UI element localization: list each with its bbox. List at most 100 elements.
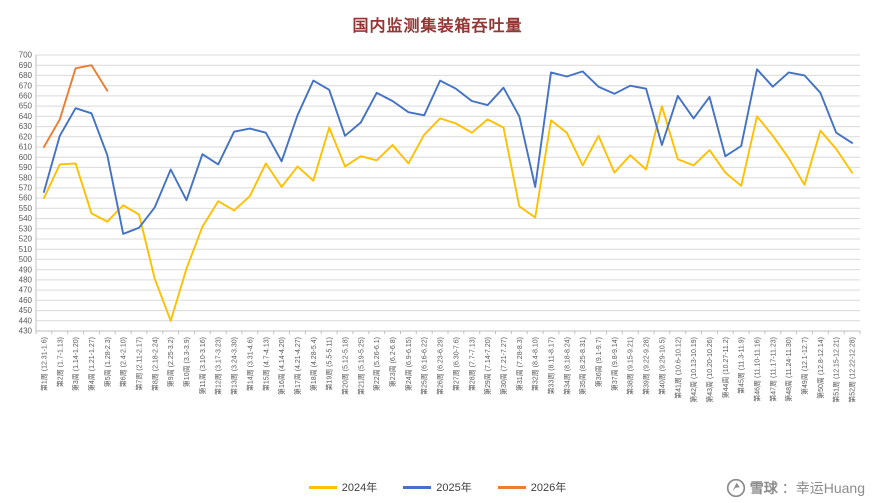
svg-text:500: 500 [19,255,33,264]
svg-text:第22周 (5.26-6.1): 第22周 (5.26-6.1) [372,337,381,391]
svg-text:第8周 (2.18-2.24): 第8周 (2.18-2.24) [150,337,159,391]
svg-text:第27周 (6.30-7.6): 第27周 (6.30-7.6) [451,337,460,391]
svg-text:第28周 (7.7-7.13): 第28周 (7.7-7.13) [467,337,476,391]
svg-text:第21周 (5.19-5.25): 第21周 (5.19-5.25) [356,337,365,395]
svg-text:第13周 (3.24-3.30): 第13周 (3.24-3.30) [230,337,239,395]
svg-text:第7周 (2.11-2.17): 第7周 (2.11-2.17) [135,337,144,391]
svg-text:620: 620 [19,132,33,141]
svg-text:560: 560 [19,194,33,203]
svg-text:第20周 (5.12-5.18): 第20周 (5.12-5.18) [341,337,350,395]
legend-item-0: 2024年 [308,479,378,495]
y-axis-labels: 4304404504604704804905005105205305405505… [19,51,33,336]
svg-text:640: 640 [19,112,33,121]
legend-swatch-2 [497,485,526,489]
svg-text:第45周 (11.3-11.9): 第45周 (11.3-11.9) [737,337,746,394]
svg-text:第17周 (4.21-4.27): 第17周 (4.21-4.27) [293,337,302,395]
svg-text:510: 510 [19,245,33,254]
svg-text:第44周 (10.27-11.2): 第44周 (10.27-11.2) [721,337,730,398]
axes [35,55,861,334]
svg-text:第51周 (12.15-12.21): 第51周 (12.15-12.21) [832,337,841,403]
svg-text:第25周 (6.16-6.22): 第25周 (6.16-6.22) [420,337,429,395]
svg-text:第33周 (8.11-8.17): 第33周 (8.11-8.17) [547,337,556,394]
svg-text:460: 460 [19,296,33,305]
svg-text:490: 490 [19,265,33,274]
svg-text:第38周 (9.15-9.21): 第38周 (9.15-9.21) [626,337,635,395]
svg-text:第50周 (12.8-12.14): 第50周 (12.8-12.14) [816,337,825,399]
svg-text:480: 480 [19,276,33,285]
svg-text:第47周 (11.17-11.23): 第47周 (11.17-11.23) [768,337,777,402]
svg-text:第4周 (1.21-1.27): 第4周 (1.21-1.27) [87,337,96,391]
svg-text:第30周 (7.21-7.27): 第30周 (7.21-7.27) [499,337,508,395]
svg-text:第15周 (4.7-4.13): 第15周 (4.7-4.13) [261,337,270,391]
svg-text:第49周 (12.1-12.7): 第49周 (12.1-12.7) [800,337,809,395]
watermark: 雪球 ：幸运Huang [726,478,865,498]
svg-text:第18周 (4.28-5.4): 第18周 (4.28-5.4) [309,337,318,391]
svg-text:第19周 (5.5-5.11): 第19周 (5.5-5.11) [325,337,334,391]
legend-label-1: 2025年 [436,482,472,494]
svg-text:440: 440 [19,316,33,325]
svg-text:660: 660 [19,92,33,101]
legend-label-2: 2026年 [530,482,567,494]
svg-text:第23周 (6.2-6.8): 第23周 (6.2-6.8) [388,337,397,387]
svg-text:第1周 (12.31-1.6): 第1周 (12.31-1.6) [39,337,48,391]
svg-text:第2周 (1.7-1.13): 第2周 (1.7-1.13) [55,337,64,387]
xueqiu-logo-icon [726,478,745,498]
svg-text:第9周 (2.25-3.2): 第9周 (2.25-3.2) [166,337,175,387]
svg-text:530: 530 [19,224,33,233]
svg-text:430: 430 [19,327,33,336]
x-axis-labels: 第1周 (12.31-1.6) 第2周 (1.7-1.13) 第3周 (1.14-1… [39,337,856,403]
svg-text:第32周 (8.4-8.10): 第32周 (8.4-8.10) [531,337,540,391]
svg-text:第26周 (6.23-6.29): 第26周 (6.23-6.29) [436,337,445,395]
svg-text:650: 650 [19,102,33,111]
watermark-brand: 雪球 [749,480,778,496]
svg-text:第12周 (3.17-3.23): 第12周 (3.17-3.23) [214,337,223,395]
svg-text:第39周 (9.22-9.28): 第39周 (9.22-9.28) [642,337,651,395]
svg-text:520: 520 [19,235,33,244]
svg-text:470: 470 [19,286,33,295]
svg-text:570: 570 [19,184,33,193]
svg-text:690: 690 [19,61,33,70]
legend-swatch-0 [308,485,337,489]
svg-text:680: 680 [19,71,33,80]
svg-text:第29周 (7.14-7.20): 第29周 (7.14-7.20) [483,337,492,395]
legend-item-2: 2026年 [497,479,567,495]
legend-item-1: 2025年 [403,479,472,495]
svg-text:第37周 (9.8-9.14): 第37周 (9.8-9.14) [610,337,619,391]
svg-text:第35周 (8.25-8.31): 第35周 (8.25-8.31) [578,337,587,395]
y-gridlines [36,54,860,332]
svg-text:630: 630 [19,122,33,131]
svg-text:590: 590 [19,163,33,172]
svg-text:第36周 (9.1-9.7): 第36周 (9.1-9.7) [594,337,603,387]
svg-text:540: 540 [19,214,33,223]
legend-label-0: 2024年 [341,482,378,494]
svg-text:700: 700 [19,51,33,60]
svg-text:第41周 (10.6-10.12): 第41周 (10.6-10.12) [673,337,682,399]
svg-text:第52周 (12.22-12.28): 第52周 (12.22-12.28) [848,337,857,403]
series-line-2025年 [42,68,854,235]
svg-text:第46周 (11.10-11.16): 第46周 (11.10-11.16) [753,337,762,402]
series-line-2024年 [42,105,854,322]
svg-text:第31周 (7.28-8.3): 第31周 (7.28-8.3) [515,337,524,391]
svg-text:第10周 (3.3-3.9): 第10周 (3.3-3.9) [182,337,191,387]
svg-text:670: 670 [19,81,33,90]
svg-text:第14周 (3.31-4.6): 第14周 (3.31-4.6) [245,337,254,391]
svg-text:第16周 (4.14-4.20): 第16周 (4.14-4.20) [277,337,286,395]
chart-title: 国内监测集装箱吞吐量 [352,18,523,35]
svg-text:第11周 (3.10-3.16): 第11周 (3.10-3.16) [198,337,207,394]
line-chart: 4304404504604704804905005105205305405505… [19,51,861,403]
watermark-username: ：幸运Huang [781,480,865,496]
svg-text:580: 580 [19,173,33,182]
series-line-2026年 [42,64,109,148]
svg-text:610: 610 [19,143,33,152]
svg-text:第48周 (11.24-11.30): 第48周 (11.24-11.30) [784,337,793,402]
svg-text:第40周 (9.29-10.5): 第40周 (9.29-10.5) [657,337,666,395]
svg-text:450: 450 [19,306,33,315]
svg-text:第5周 (1.28-2.3): 第5周 (1.28-2.3) [103,337,112,387]
svg-text:第34周 (8.18-8.24): 第34周 (8.18-8.24) [562,337,571,395]
svg-text:第24周 (6.9-6.15): 第24周 (6.9-6.15) [404,337,413,391]
legend-swatch-1 [403,485,432,489]
svg-text:第3周 (1.14-1.20): 第3周 (1.14-1.20) [71,337,80,391]
svg-text:第43周 (10.20-10.26): 第43周 (10.20-10.26) [705,337,714,403]
chart-legend: 2024年 2025年 2026年 [0,479,875,495]
